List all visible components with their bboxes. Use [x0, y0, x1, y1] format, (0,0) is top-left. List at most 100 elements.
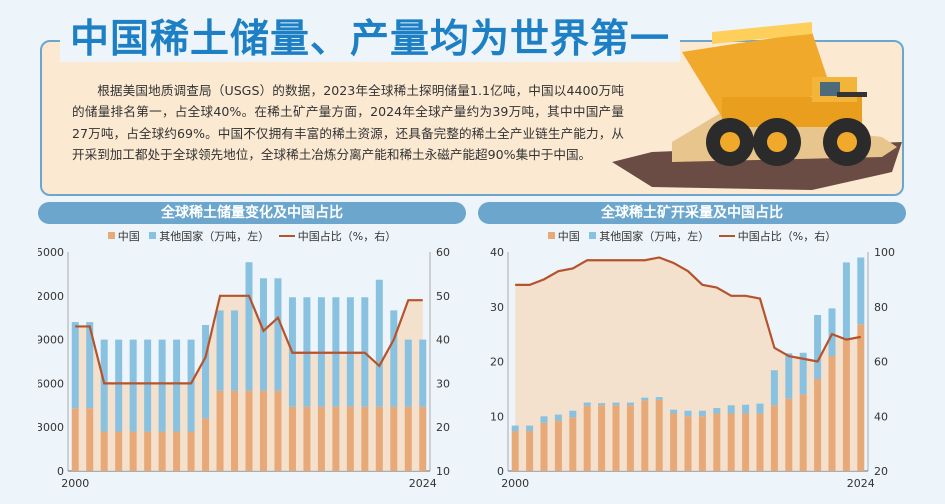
bar-china [655, 399, 663, 471]
bar-china [390, 406, 398, 471]
bar-other [71, 322, 79, 409]
bar-other [245, 262, 253, 391]
bar-china [129, 431, 137, 471]
bar-other [857, 257, 865, 325]
bar-china [419, 406, 427, 471]
bar-other [259, 278, 267, 391]
bar-other [554, 414, 562, 421]
legend-swatch-other [149, 232, 157, 239]
y-right-tick-label: 20 [436, 421, 450, 434]
x-tick-label: 2000 [501, 477, 529, 490]
chart-plot: 0 10 20 30 40 20 40 60 80 100 2000 2024 [490, 246, 895, 490]
y-left-tick-label: 10 [490, 410, 504, 423]
y-left-tick-label: 9000 [38, 334, 64, 347]
bar-other [115, 339, 123, 432]
bar-china [727, 413, 735, 471]
bar-other [526, 425, 534, 432]
bar-china [288, 406, 296, 471]
bar-china [828, 356, 836, 471]
bar-other [540, 416, 548, 423]
bar-other [626, 402, 634, 406]
y-right-tick-label: 40 [874, 410, 888, 423]
bar-china [216, 390, 224, 471]
y-right-tick-label: 30 [436, 377, 450, 390]
bar-china [799, 394, 807, 471]
bar-other [598, 403, 606, 406]
y-left-tick-label: 20 [490, 356, 504, 369]
bar-other [569, 410, 577, 418]
bar-china [71, 408, 79, 471]
bar-other [158, 339, 166, 432]
bar-china [100, 431, 108, 471]
bar-other [390, 310, 398, 407]
bar-other [742, 404, 750, 414]
bar-other [86, 322, 94, 409]
bar-china [770, 405, 778, 471]
y-right-tick-label: 80 [874, 301, 888, 314]
chart-legend: 中国 其他国家（万吨，左） 中国占比（%，右） [478, 228, 906, 244]
bar-other [100, 339, 108, 432]
share-line [515, 256, 862, 363]
bar-other [216, 310, 224, 391]
bar-china [303, 406, 311, 471]
x-tick-label: 2024 [409, 477, 437, 490]
bar-other [129, 339, 137, 432]
bar-other [375, 279, 383, 407]
legend-swatch-share [718, 235, 735, 237]
bar-china [274, 390, 282, 471]
bar-china [641, 400, 649, 471]
bar-china [540, 422, 548, 471]
bar-other [842, 262, 850, 340]
reserves-chart: 全球稀土储量变化及中国占比 中国 其他国家（万吨，左） 中国占比（%，右） 0 3… [38, 202, 468, 502]
y-left-tick-label: 30 [490, 301, 504, 314]
bar-china [231, 390, 239, 471]
y-right-tick-label: 20 [874, 465, 888, 478]
y-left-tick-label: 6000 [38, 377, 64, 390]
bar-other [698, 410, 706, 417]
y-right-tick-label: 100 [874, 246, 895, 259]
y-left-tick-label: 3000 [38, 421, 64, 434]
bar-china [684, 416, 692, 471]
chart-title: 全球稀土矿开采量及中国占比 [478, 202, 906, 224]
bar-other [655, 397, 663, 400]
bar-china [756, 413, 764, 471]
bar-other [202, 325, 210, 419]
y-left-tick-label: 0 [57, 465, 64, 478]
bar-china [857, 324, 865, 471]
headline: 中国稀土储量、产量均为世界第一 [60, 18, 681, 62]
bar-china [202, 418, 210, 471]
bar-china [713, 413, 721, 471]
bar-other [187, 339, 195, 432]
chart-plot: 0 3000 6000 9000 12000 15000 10 20 30 40 50 60 2000 2… [38, 246, 450, 490]
y-right-tick-label: 50 [436, 290, 450, 303]
x-tick-label: 2000 [61, 477, 89, 490]
legend-swatch-china [547, 232, 555, 239]
bar-china [842, 339, 850, 471]
bar-china [569, 417, 577, 471]
legend-label: 中国 [117, 230, 140, 243]
bar-other [274, 278, 282, 391]
bar-other [756, 403, 764, 414]
bar-china [346, 406, 354, 471]
bar-other [173, 339, 181, 432]
bar-china [526, 431, 534, 471]
legend-swatch-share [278, 235, 295, 237]
mining-output-chart: 全球稀土矿开采量及中国占比 中国 其他国家（万吨，左） 中国占比（%，右） 0 1… [478, 202, 908, 502]
bar-china [742, 413, 750, 471]
legend-item-other: 其他国家（万吨，左） [589, 228, 709, 244]
bar-china [598, 405, 606, 471]
y-left-tick-label: 0 [497, 465, 504, 478]
legend-label: 其他国家（万吨，左） [599, 230, 710, 243]
bar-other [684, 410, 692, 417]
bar-china [245, 390, 253, 471]
bar-china [361, 406, 369, 471]
bar-china [144, 431, 152, 471]
legend-swatch-china [107, 232, 115, 239]
y-right-tick-label: 60 [436, 246, 450, 259]
x-tick-label: 2024 [847, 477, 875, 490]
bar-other [814, 314, 822, 380]
legend-item-china: 中国 [547, 228, 580, 244]
bar-china [612, 405, 620, 471]
bar-other [785, 353, 793, 399]
legend-label: 中国占比（%，右） [297, 230, 397, 243]
